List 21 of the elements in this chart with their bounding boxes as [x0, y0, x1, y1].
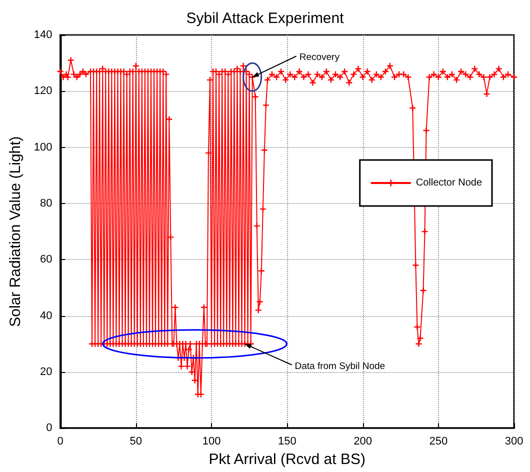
x-tick-label: 100: [202, 436, 221, 448]
x-tick-label: 200: [354, 436, 372, 448]
x-tick-label: 0: [57, 436, 64, 448]
y-tick-label: 60: [40, 254, 52, 266]
y-tick-label: 140: [34, 29, 52, 41]
x-tick-label: 300: [504, 436, 524, 448]
y-tick-label: 80: [40, 197, 52, 210]
y-axis-title: Solar Radiation Value (Light): [7, 136, 24, 327]
y-tick-label: 20: [40, 366, 52, 378]
legend-label: Collector Node: [416, 178, 482, 188]
x-tick-label: 150: [278, 436, 296, 448]
y-tick-label: 120: [34, 85, 52, 98]
y-tick-label: 40: [40, 310, 52, 322]
chart-title: Sybil Attack Experiment: [186, 10, 345, 27]
annotation: Recovery: [299, 52, 340, 64]
y-tick-label: 100: [34, 141, 52, 154]
x-tick-label: 250: [429, 436, 448, 448]
annotation: Data from Sybil Node: [294, 360, 386, 372]
x-axis-title: Pkt Arrival (Rcvd at BS): [208, 451, 366, 468]
x-tick-label: 50: [130, 436, 142, 448]
y-tick-label: 0: [46, 422, 52, 434]
